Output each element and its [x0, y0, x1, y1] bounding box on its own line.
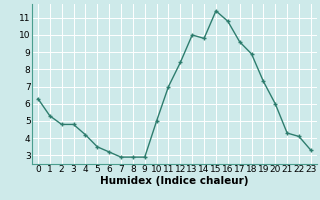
- X-axis label: Humidex (Indice chaleur): Humidex (Indice chaleur): [100, 176, 249, 186]
